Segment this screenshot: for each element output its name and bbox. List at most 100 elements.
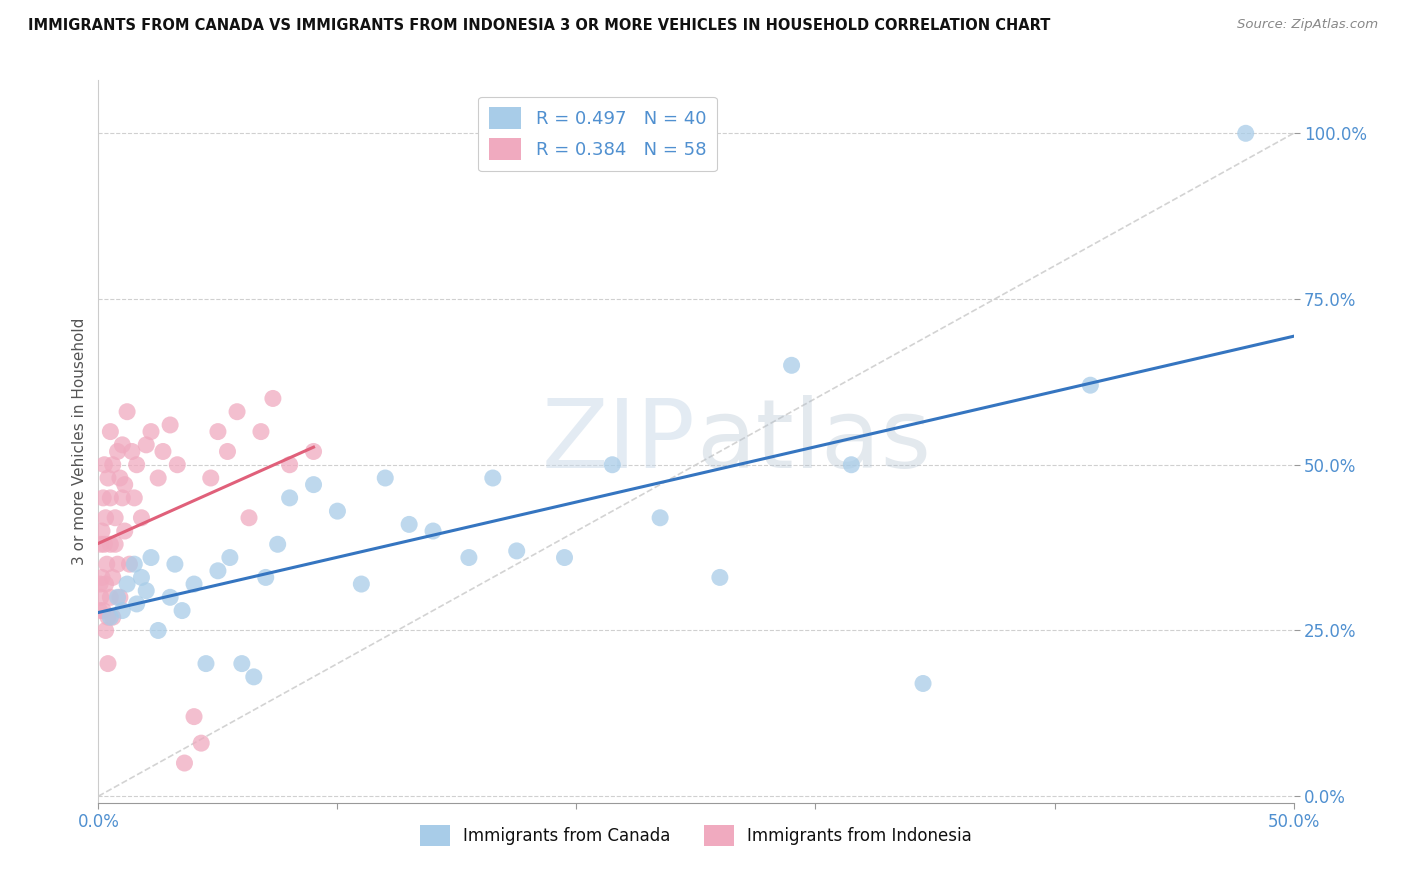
Point [163, 557, 186, 571]
Point [101, 610, 124, 624]
Point [93, 537, 115, 551]
Text: Source: ZipAtlas.com: Source: ZipAtlas.com [1237, 18, 1378, 31]
Point [302, 444, 325, 458]
Point [91, 524, 114, 538]
Point [101, 458, 124, 472]
Point [124, 491, 146, 505]
Point [97, 471, 120, 485]
Point [115, 577, 138, 591]
Text: ZIP: ZIP [543, 395, 696, 488]
Point [326, 504, 349, 518]
Point [90, 591, 112, 605]
Point [190, 736, 212, 750]
Point [554, 550, 576, 565]
Point [89, 577, 111, 591]
Point [114, 477, 136, 491]
Point [250, 425, 273, 439]
Point [139, 425, 162, 439]
Point [107, 444, 129, 458]
Point [98, 591, 122, 605]
Point [1080, 378, 1102, 392]
Text: atlas: atlas [696, 395, 931, 488]
Point [97, 657, 120, 671]
Point [841, 458, 863, 472]
Point [243, 670, 266, 684]
Point [148, 624, 170, 638]
Point [217, 444, 239, 458]
Point [506, 544, 529, 558]
Point [148, 471, 170, 485]
Point [262, 392, 284, 406]
Legend: Immigrants from Canada, Immigrants from Indonesia: Immigrants from Canada, Immigrants from … [413, 819, 979, 852]
Point [97, 610, 120, 624]
Point [195, 657, 218, 671]
Point [278, 458, 301, 472]
Point [173, 756, 195, 770]
Point [135, 438, 157, 452]
Point [98, 537, 122, 551]
Point [172, 603, 194, 617]
Point [131, 570, 153, 584]
Point [183, 709, 205, 723]
Point [159, 591, 181, 605]
Point [118, 557, 141, 571]
Point [124, 557, 146, 571]
Point [131, 510, 153, 524]
Point [111, 491, 134, 505]
Point [125, 597, 148, 611]
Point [238, 510, 260, 524]
Point [458, 550, 481, 565]
Point [96, 557, 118, 571]
Point [648, 510, 672, 524]
Point [267, 537, 290, 551]
Point [89, 603, 111, 617]
Point [94, 510, 117, 524]
Point [374, 471, 396, 485]
Point [159, 417, 181, 432]
Point [91, 603, 114, 617]
Point [108, 471, 131, 485]
Point [152, 444, 174, 458]
Point [207, 425, 229, 439]
Point [911, 676, 934, 690]
Point [350, 577, 373, 591]
Point [398, 517, 420, 532]
Point [101, 570, 124, 584]
Point [111, 438, 134, 452]
Point [91, 491, 114, 505]
Point [183, 577, 205, 591]
Point [107, 591, 129, 605]
Point [200, 471, 222, 485]
Point [481, 471, 505, 485]
Point [90, 537, 112, 551]
Point [302, 477, 325, 491]
Point [108, 591, 131, 605]
Point [780, 359, 803, 373]
Point [98, 610, 122, 624]
Point [94, 577, 117, 591]
Point [121, 444, 143, 458]
Point [709, 570, 731, 584]
Y-axis label: 3 or more Vehicles in Household: 3 or more Vehicles in Household [72, 318, 87, 566]
Point [602, 458, 624, 472]
Text: IMMIGRANTS FROM CANADA VS IMMIGRANTS FROM INDONESIA 3 OR MORE VEHICLES IN HOUSEH: IMMIGRANTS FROM CANADA VS IMMIGRANTS FRO… [28, 18, 1050, 33]
Point [104, 537, 127, 551]
Point [135, 583, 157, 598]
Point [98, 491, 122, 505]
Point [104, 510, 127, 524]
Point [114, 524, 136, 538]
Point [254, 570, 277, 584]
Point [231, 657, 253, 671]
Point [93, 458, 115, 472]
Point [422, 524, 444, 538]
Point [111, 603, 134, 617]
Point [207, 564, 229, 578]
Point [115, 405, 138, 419]
Point [94, 624, 117, 638]
Point [278, 491, 301, 505]
Point [166, 458, 188, 472]
Point [219, 550, 242, 565]
Point [226, 405, 249, 419]
Point [107, 557, 129, 571]
Point [139, 550, 162, 565]
